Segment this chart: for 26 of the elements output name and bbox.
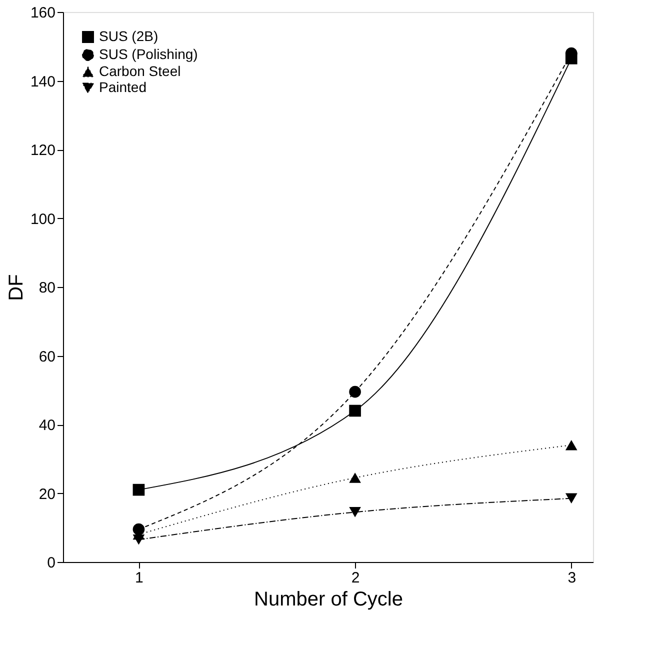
point bbox=[132, 534, 145, 545]
y-tick-label: 160 bbox=[30, 4, 56, 22]
legend-label: SUS (Polishing) bbox=[99, 46, 198, 62]
point bbox=[349, 472, 361, 483]
point bbox=[349, 404, 361, 417]
point bbox=[132, 484, 145, 496]
x-axis-title: Number of Cycle bbox=[254, 588, 403, 610]
y-tick-label: 140 bbox=[30, 73, 56, 90]
y-tick-label: 60 bbox=[38, 348, 56, 366]
point bbox=[565, 493, 578, 504]
legend-label: Painted bbox=[99, 79, 146, 95]
legend-label: SUS (2B) bbox=[99, 28, 158, 44]
point bbox=[349, 507, 361, 518]
x-tick-label: 1 bbox=[135, 570, 144, 586]
y-tick-label: 100 bbox=[30, 210, 56, 228]
point bbox=[565, 440, 578, 450]
point bbox=[349, 386, 361, 398]
y-tick-label: 120 bbox=[30, 142, 56, 159]
y-tick-label: 0 bbox=[47, 554, 56, 572]
y-axis-title: DF bbox=[5, 274, 28, 301]
x-tick-label: 3 bbox=[568, 570, 576, 586]
y-tick-label: 20 bbox=[38, 486, 56, 503]
x-tick-label: 2 bbox=[351, 570, 360, 586]
y-tick-label: 40 bbox=[38, 417, 56, 434]
y-tick-label: 80 bbox=[38, 280, 56, 296]
legend-label: Carbon Steel bbox=[99, 63, 181, 79]
